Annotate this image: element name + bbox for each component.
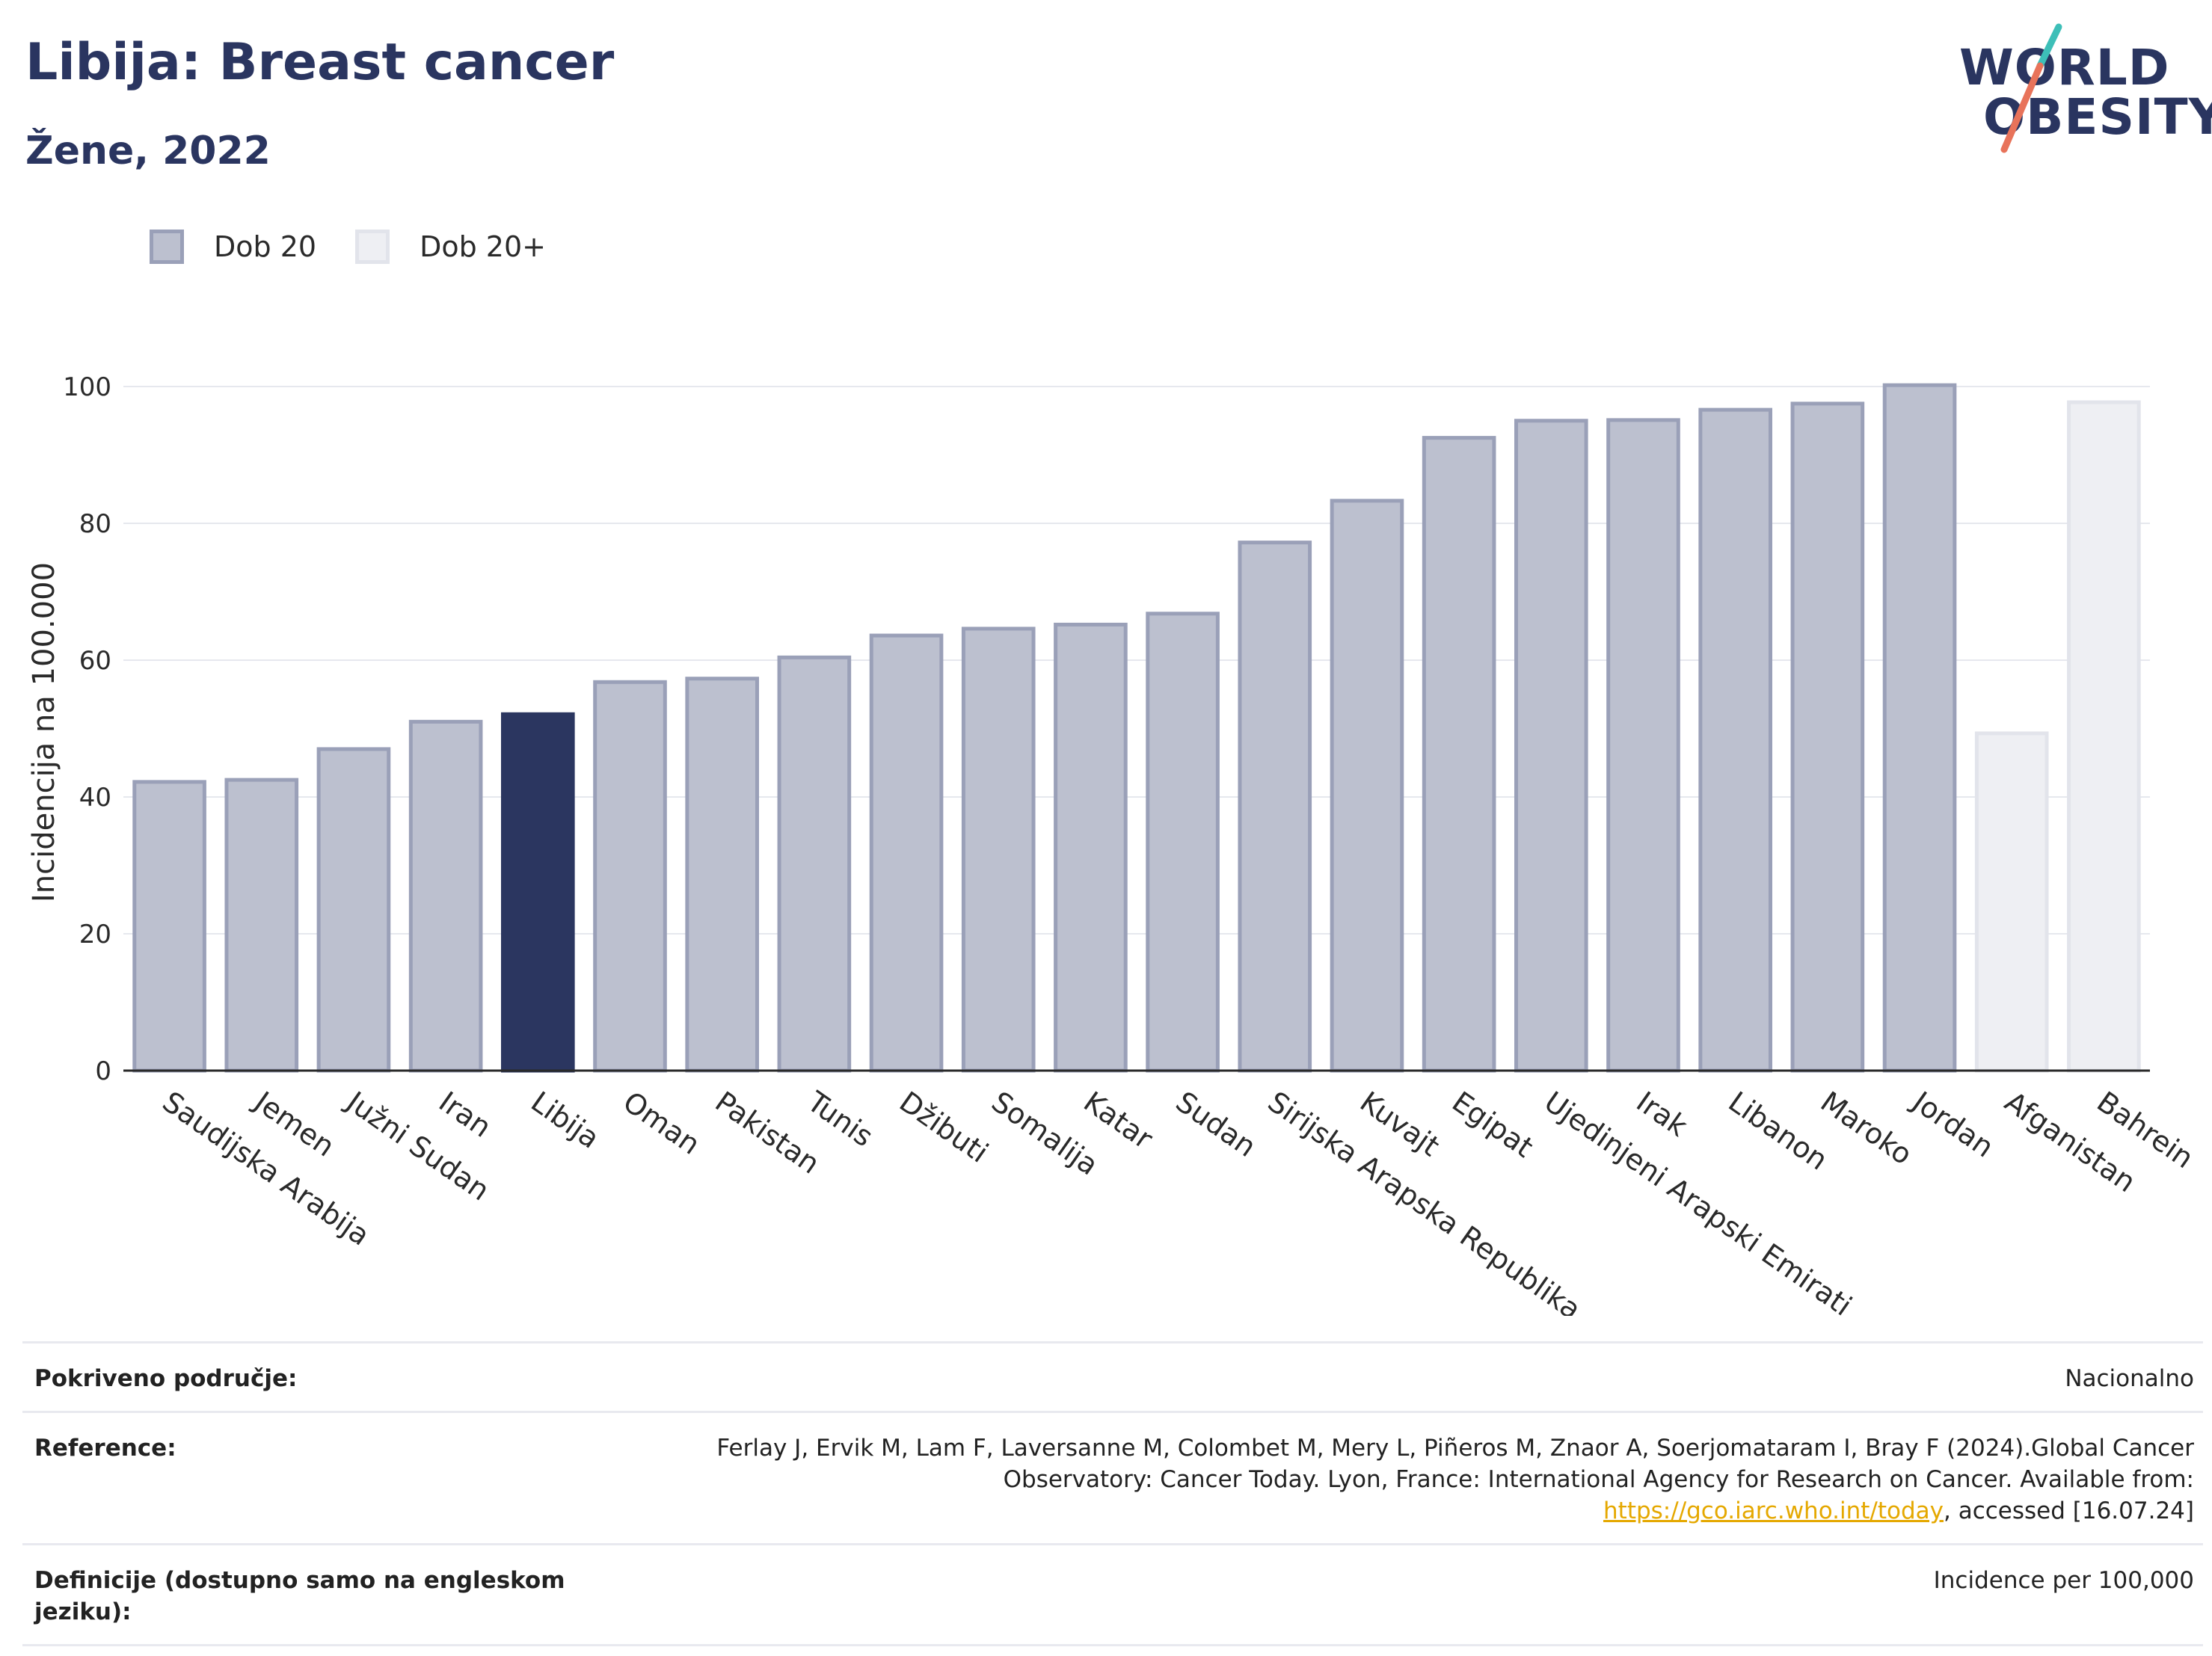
y-tick-label: 80 xyxy=(79,509,111,539)
bar xyxy=(1146,612,1220,1073)
page-title: Libija: Breast cancer xyxy=(25,33,615,92)
info-row-definitions: Definicije (dostupno samo na engleskom j… xyxy=(22,1543,2203,1646)
bar xyxy=(501,712,575,1073)
bar xyxy=(1422,436,1496,1073)
bar xyxy=(316,747,391,1073)
legend-swatch xyxy=(150,230,184,264)
coverage-value: Nacionalno xyxy=(2065,1365,2194,1392)
bar xyxy=(869,633,944,1073)
legend-item-dob-20-plus[interactable]: Dob 20+ xyxy=(355,230,546,264)
reference-link[interactable]: https://gco.iarc.who.int/today xyxy=(1603,1498,1944,1524)
y-tick-label: 40 xyxy=(79,783,111,813)
info-row-coverage: Pokriveno područje: Nacionalno xyxy=(22,1341,2203,1411)
y-tick-label: 100 xyxy=(63,372,111,402)
bar xyxy=(132,780,206,1073)
y-tick-label: 20 xyxy=(79,920,111,949)
page-subtitle: Žene, 2022 xyxy=(25,129,271,173)
x-tick-label: Irak xyxy=(1630,1085,1693,1142)
bar xyxy=(1882,383,1957,1073)
x-tick-label: Tunis xyxy=(801,1085,879,1154)
x-tick-label: Oman xyxy=(617,1085,706,1161)
bar xyxy=(1606,418,1680,1073)
x-tick-label: Džibuti xyxy=(894,1085,995,1169)
x-tick-label: Libija xyxy=(525,1085,605,1155)
legend-label: Dob 20+ xyxy=(420,230,546,263)
logo-slash-icon xyxy=(2000,23,2062,153)
x-tick-label: Sudan xyxy=(1170,1085,1262,1163)
x-tick-label: Jordan xyxy=(1905,1084,2000,1164)
legend-item-dob-20[interactable]: Dob 20 xyxy=(150,230,316,264)
bar xyxy=(593,680,667,1073)
bar xyxy=(1054,622,1128,1073)
reference-text: Ferlay J, Ervik M, Lam F, Laversanne M, … xyxy=(716,1435,2194,1493)
legend-label: Dob 20 xyxy=(214,230,317,263)
x-tick-label: Egipat xyxy=(1446,1085,1539,1163)
info-row-reference: Reference: Ferlay J, Ervik M, Lam F, Lav… xyxy=(22,1411,2203,1543)
y-tick-label: 60 xyxy=(79,646,111,676)
bar xyxy=(408,719,483,1073)
bar xyxy=(1238,541,1312,1073)
bar xyxy=(777,655,852,1073)
bar xyxy=(224,778,299,1073)
x-tick-label: Maroko xyxy=(1815,1085,1918,1171)
info-table: Pokriveno područje: Nacionalno Reference… xyxy=(22,1341,2203,1646)
world-obesity-logo: WORLD OBESITY xyxy=(1959,21,2212,163)
y-tick-label: 0 xyxy=(95,1056,111,1086)
x-tick-label: Iran xyxy=(433,1085,497,1144)
definitions-label: Definicije (dostupno samo na engleskom j… xyxy=(34,1567,565,1625)
x-tick-label: Libanon xyxy=(1723,1085,1834,1176)
bar xyxy=(1698,407,1772,1073)
bar xyxy=(1790,401,1865,1073)
reference-label: Reference: xyxy=(34,1435,176,1462)
bar xyxy=(1974,731,2049,1073)
chart-legend: Dob 20 Dob 20+ xyxy=(150,224,585,269)
definitions-value: Incidence per 100,000 xyxy=(1933,1567,2194,1594)
bar xyxy=(685,677,759,1073)
reference-value: Ferlay J, Ervik M, Lam F, Laversanne M, … xyxy=(661,1432,2194,1527)
reference-tail: , accessed [16.07.24] xyxy=(1943,1498,2194,1524)
bar xyxy=(961,627,1036,1073)
bar xyxy=(2067,400,2141,1073)
y-axis-label: Incidencija na 100.000 xyxy=(27,562,61,902)
x-tick-label: Sirijska Arapska Republika xyxy=(1262,1085,1587,1316)
bar xyxy=(1330,499,1404,1073)
legend-swatch xyxy=(355,230,390,264)
coverage-label: Pokriveno područje: xyxy=(34,1365,298,1392)
logo-word-world: WORLD xyxy=(1959,39,2170,96)
bar xyxy=(1514,419,1588,1073)
x-tick-label: Pakistan xyxy=(710,1085,826,1180)
x-tick-label: Ujedinjeni Arapski Emirati xyxy=(1538,1085,1858,1316)
